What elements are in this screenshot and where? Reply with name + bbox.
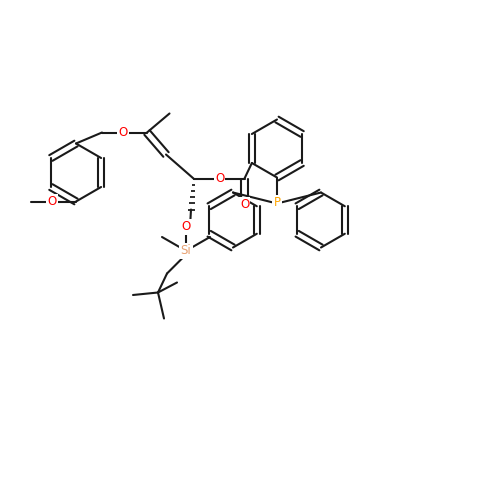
Text: O: O (118, 126, 128, 139)
Text: O: O (48, 195, 56, 208)
Text: O: O (215, 172, 224, 185)
Text: P: P (274, 196, 280, 209)
Text: O: O (240, 198, 249, 211)
Text: O: O (182, 220, 190, 234)
Text: Si: Si (180, 244, 192, 258)
